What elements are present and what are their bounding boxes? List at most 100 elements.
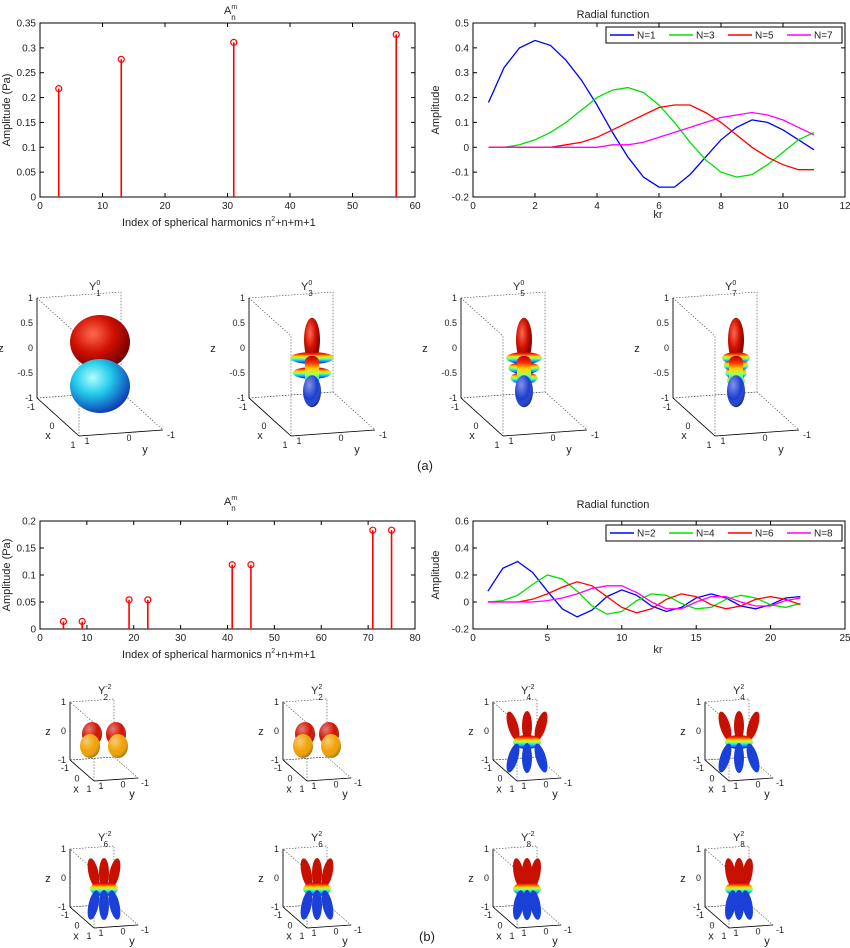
b-harmonic-1-surface (80, 722, 128, 758)
b-harmonic-4-x-tick: -1 (696, 763, 704, 773)
b-harmonic-3-title: Y-2 4 (521, 684, 535, 702)
a-harmonic-1-lobe-upper (70, 315, 130, 369)
b-harmonic-5-z-label: z (45, 873, 51, 885)
b-harmonic-8-petal-upper (741, 858, 753, 888)
b-harmonic-7-z-tick: -1 (481, 902, 489, 912)
b-harmonic-4-x-tick: 1 (721, 784, 726, 794)
a-radial-series-N=3 (488, 86, 815, 178)
b-harmonic-8-petal-lower (741, 890, 753, 920)
b-harmonic-6-petal-upper (312, 858, 322, 888)
b-harmonic-7-y-tick: -1 (564, 925, 572, 935)
b-harmonic-7-petal-lower (522, 890, 532, 920)
panel-a-radial-x-label: kr (653, 209, 663, 221)
a-harmonic-3-surface (506, 317, 542, 408)
b-harmonic-5-z-tick: 1 (61, 844, 66, 854)
b-harmonic-7-y-axis-line (516, 924, 562, 929)
b-harmonic-6-y-tick: 1 (311, 928, 316, 938)
a-coeff-xtick-label: 10 (97, 201, 109, 212)
panel-b-radial-lines (487, 560, 801, 618)
panel-b-radial-legend: N=2 N=4 N=6 N=8 (605, 524, 843, 542)
panel-a-coeff-axes (39, 22, 416, 198)
b-harmonic-1-x-axis-line (69, 759, 95, 782)
b-harmonic-4-petal-lower (734, 743, 744, 773)
b-harmonic-3-z-tick: 1 (484, 697, 489, 707)
b-harmonic-3-y-label: y (552, 789, 558, 801)
panel-b-radial-x-ticks: 0 5 10 15 20 25 (470, 521, 850, 644)
a-radial-legend-label: N=7 (814, 31, 833, 42)
b-coeff-stem-marker (59, 617, 68, 626)
a-harmonic-3-title: Y0 5 (513, 280, 525, 298)
a-harmonic-4-z-tick: -0.5 (653, 368, 669, 378)
panel-a-coeff-x-label: Index of spherical harmonics n2+n+m+1 (122, 216, 316, 229)
b-harmonic-5-y-tick: 0 (120, 927, 125, 937)
b-harmonic-7-y-tick: 0 (543, 927, 548, 937)
b-harmonic-2-z-tick: 0 (274, 726, 279, 736)
a-harmonic-2-x-tick: 0 (261, 421, 266, 431)
b-harmonic-8-petal-lower (734, 890, 744, 920)
b-harmonic-7-petal-lower (529, 890, 541, 920)
a-radial-ytick-label: 0.2 (455, 93, 469, 104)
b-harmonic-5-y-tick: 1 (98, 928, 103, 938)
a-harmonic-3-z-tick: -1 (449, 393, 457, 403)
a-radial-ytick-label: -0.2 (452, 193, 470, 204)
a-coeff-ytick-label: 0.1 (22, 143, 36, 154)
b-harmonic-4-x-label: x (708, 784, 714, 796)
a-harmonic-3-lobe-bottom-shade (515, 375, 533, 408)
b-coeff-stem-marker (387, 526, 396, 534)
panel-a-radial-title: Radial function (577, 9, 650, 21)
b-harmonic-3-y-tick: 0 (543, 780, 548, 790)
panel-a-harmonics: 1 0.5 0 -0.5 -1 z -1 0 1 x -1 0 1 y Y0 1 1 0.5 0 -0.5 -1 z -1 0… (0, 280, 811, 456)
a-harmonic-1-y-tick: 1 (84, 436, 89, 446)
a-harmonic-2-x-label: x (257, 430, 263, 442)
b-harmonic-7-x-axis-line (492, 906, 518, 929)
b-harmonic-5-z-tick: 0 (61, 873, 66, 883)
b-harmonic-3-petal-upper (506, 711, 520, 741)
b-harmonic-7-z-tick: 1 (484, 844, 489, 854)
a-harmonic-2-z-label: z (210, 343, 216, 355)
b-harmonic-7-z-label: z (468, 873, 474, 885)
panel-b-coeff-x-ticks: 0 10 20 30 40 50 60 70 80 (37, 521, 421, 644)
a-radial-ytick-label: 0.3 (455, 68, 469, 79)
a-harmonic-4-lobe-bottom-shade (727, 375, 745, 408)
panel-a-coeff-x-ticks: 0 10 20 30 40 50 60 (37, 23, 421, 212)
b-harmonic-4-surface (718, 711, 760, 773)
b-harmonic-6-surface (300, 858, 334, 920)
b-harmonic-8-x-tick: -1 (696, 910, 704, 920)
a-coeff-ytick-label: 0.2 (22, 93, 36, 104)
a-harmonic-4-surface (722, 317, 750, 408)
b-harmonic-2-y-axis-line (306, 777, 352, 782)
a-harmonic-1-z-tick: 0.5 (20, 318, 33, 328)
a-harmonic-1-y-axis-line (78, 429, 164, 437)
b-harmonic-6-z-tick: 1 (274, 844, 279, 854)
a-harmonic-3-x-tick: 0 (473, 421, 478, 431)
panel-b-coeff-y-label: Amplitude (Pa) (1, 539, 13, 612)
a-harmonic-2-x-axis-line (248, 397, 292, 437)
b-harmonic-8-petal-upper (725, 858, 737, 888)
a-harmonic-4-z-tick: 0 (664, 343, 669, 353)
a-radial-series-N=7 (488, 111, 815, 148)
a-harmonic-1-title: Y0 1 (89, 280, 101, 298)
b-harmonic-8-petal-lower (725, 890, 737, 920)
b-harmonic-6-x-tick: 1 (299, 931, 304, 941)
b-harmonic-8-x-label: x (708, 931, 714, 943)
b-harmonic-8-z-tick: 1 (696, 844, 701, 854)
b-harmonic-3-petal-lower (506, 743, 520, 773)
b-harmonic-3-surface (506, 711, 548, 773)
b-harmonic-4-petal-upper (718, 711, 732, 741)
b-harmonic-2-x-tick: -1 (274, 763, 282, 773)
a-harmonic-2-z-tick: 0.5 (232, 318, 245, 328)
b-harmonic-7-title: Y-2 8 (521, 831, 535, 849)
b-coeff-stem-marker (125, 596, 133, 604)
b-harmonic-7-petal-upper (513, 858, 525, 888)
b-harmonic-3-x-axis-line (492, 759, 518, 782)
a-harmonic-2-side-wall (248, 297, 292, 437)
a-harmonic-2-x-tick: 1 (282, 440, 287, 450)
b-harmonic-5-surface (87, 858, 121, 920)
b-radial-series-N=8 (487, 585, 801, 610)
b-harmonic-5-x-axis-line (69, 906, 95, 929)
b-harmonic-6-z-tick: 0 (274, 873, 279, 883)
